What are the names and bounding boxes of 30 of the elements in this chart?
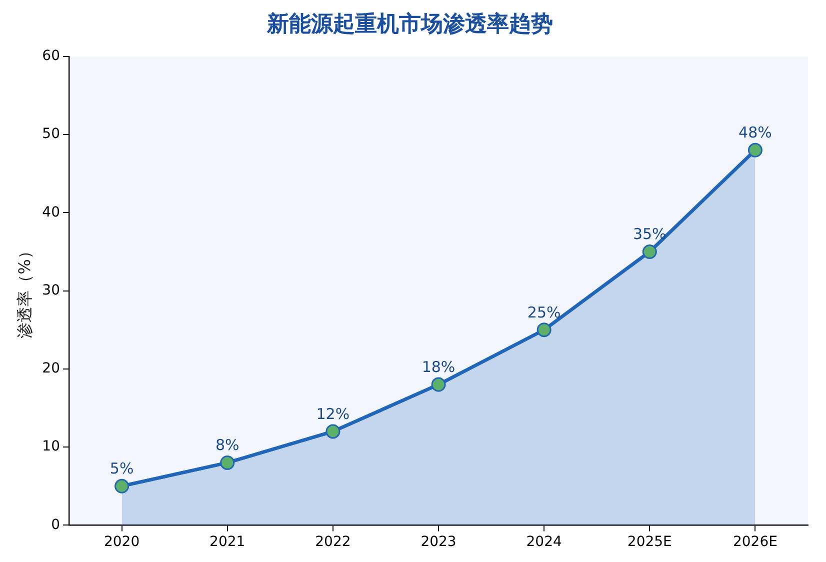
data-label: 48% (738, 124, 772, 142)
data-label: 12% (316, 404, 350, 423)
y-axis-title: 渗透率（%） (14, 243, 34, 338)
y-tick-label: 40 (42, 204, 60, 220)
data-label: 35% (632, 225, 666, 244)
point (431, 377, 446, 392)
data-label: 5% (110, 460, 134, 478)
x-tick-label: 2023 (420, 534, 456, 550)
x-tick-label: 2020 (104, 534, 140, 550)
point (114, 478, 130, 494)
x-tick-label: 2024 (526, 534, 562, 550)
point (326, 424, 340, 439)
data-label: 8% (215, 436, 240, 454)
y-tick-label: 0 (51, 516, 60, 533)
data-label: 25% (527, 303, 561, 322)
y-tick-label: 20 (42, 360, 60, 377)
point (220, 455, 235, 470)
point (642, 244, 657, 259)
y-tick-label: 10 (42, 438, 60, 455)
y-tick-label: 50 (42, 126, 60, 142)
y-tick-label: 30 (42, 282, 60, 298)
point (748, 142, 762, 158)
data-label: 18% (422, 358, 456, 376)
x-tick-label: 2026E (732, 534, 778, 550)
x-tick-label: 2022 (315, 534, 351, 550)
point (536, 322, 552, 338)
chart-title: 新能源起重机市场渗透率趋势 (266, 10, 553, 37)
x-tick-label: 2021 (210, 534, 246, 550)
x-tick-label: 2025E (627, 534, 672, 550)
y-tick-label: 60 (42, 48, 60, 64)
